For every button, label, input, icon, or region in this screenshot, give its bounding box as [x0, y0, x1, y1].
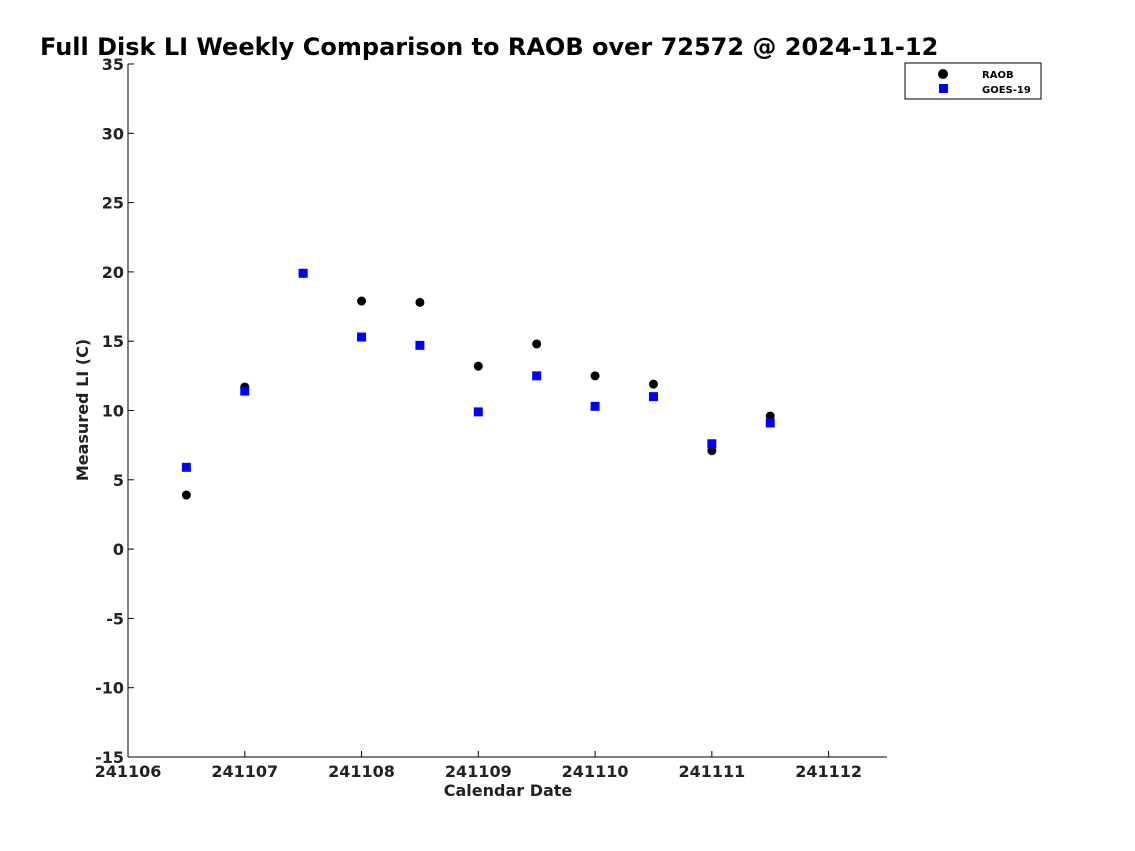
raob-point — [415, 297, 425, 307]
legend-box — [904, 62, 1042, 100]
raob-point — [707, 446, 717, 456]
x-tick-label: 241112 — [795, 762, 862, 781]
legend-marker-raob — [938, 69, 948, 79]
x-tick-label: 241107 — [211, 762, 278, 781]
x-ticks: 241106 241107 241108 241109 241110 241111 2411… — [95, 751, 862, 781]
x-tick-label: 241109 — [445, 762, 512, 781]
data-points — [181, 268, 775, 500]
y-tick-label: -15 — [95, 748, 124, 767]
goes-19-point — [473, 407, 483, 417]
raob-point — [357, 296, 367, 306]
y-tick-label: 20 — [102, 263, 124, 282]
x-tick-label: 241108 — [328, 762, 395, 781]
raob-point — [648, 379, 658, 389]
chart-title: Full Disk LI Weekly Comparison to RAOB o… — [40, 33, 938, 61]
raob-point — [532, 339, 542, 349]
goes-19-point — [648, 392, 658, 402]
y-ticks: -15 -10 -5 0 5 10 15 20 25 30 35 — [95, 55, 134, 767]
goes-19-point — [357, 332, 367, 342]
x-tick-label: 241110 — [562, 762, 629, 781]
y-tick-label: 15 — [102, 332, 124, 351]
goes-19-point — [415, 340, 425, 350]
goes-19-point — [240, 386, 250, 396]
y-tick-label: -5 — [106, 609, 124, 628]
goes-19-point — [532, 371, 542, 381]
legend-marker-goes — [939, 84, 948, 93]
y-tick-label: 30 — [102, 124, 124, 143]
legend-label-goes: GOES-19 — [982, 85, 1031, 96]
goes-19-point — [298, 268, 308, 278]
x-tick-label: 241106 — [95, 762, 162, 781]
y-tick-label: 5 — [113, 471, 124, 490]
legend: RAOB GOES-19 — [904, 62, 1042, 100]
raob-point — [765, 411, 775, 421]
raob-point — [590, 371, 600, 381]
y-tick-label: -10 — [95, 679, 124, 698]
y-axis-label: Measured LI (C) — [73, 339, 92, 481]
y-tick-label: 0 — [113, 540, 124, 559]
goes-19-point — [181, 462, 191, 472]
x-axis-label: Calendar Date — [444, 781, 573, 800]
raob-point — [181, 490, 191, 500]
legend-label-raob: RAOB — [982, 70, 1014, 81]
goes-19-point — [707, 439, 717, 449]
y-tick-label: 25 — [102, 194, 124, 213]
raob-point — [473, 361, 483, 371]
goes-19-point — [765, 418, 775, 428]
goes-19-point — [590, 401, 600, 411]
y-tick-label: 35 — [102, 55, 124, 74]
plot-area — [127, 64, 887, 758]
x-tick-label: 241111 — [678, 762, 745, 781]
y-tick-label: 10 — [102, 402, 124, 421]
